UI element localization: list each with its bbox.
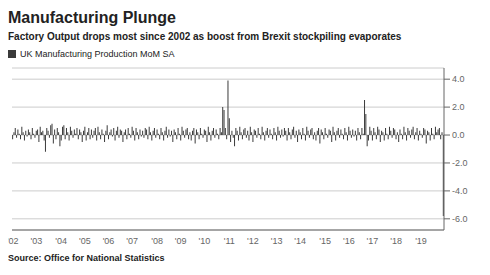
svg-text:'06: '06 — [103, 236, 115, 246]
svg-text:'13: '13 — [271, 236, 283, 246]
svg-text:'14: '14 — [294, 236, 306, 246]
svg-text:'02: '02 — [8, 236, 19, 246]
svg-text:'18: '18 — [390, 236, 402, 246]
svg-text:'10: '10 — [198, 236, 210, 246]
svg-text:'15: '15 — [319, 236, 331, 246]
svg-text:'12: '12 — [247, 236, 259, 246]
svg-text:'08: '08 — [151, 236, 163, 246]
html-text:Factory Output drops most sinc: Factory Output drops most since 2002 as … — [8, 31, 402, 42]
svg-text:'05: '05 — [79, 236, 91, 246]
html-text:Manufacturing Plunge: Manufacturing Plunge — [8, 9, 176, 26]
svg-text:'17: '17 — [367, 236, 379, 246]
svg-text:-4.0: -4.0 — [452, 186, 468, 196]
svg-text:'04: '04 — [55, 236, 67, 246]
svg-text:-2.0: -2.0 — [452, 158, 468, 168]
svg-text:4.0: 4.0 — [452, 74, 465, 84]
svg-text:'07: '07 — [126, 236, 138, 246]
svg-text:'16: '16 — [343, 236, 355, 246]
svg-text:-6.0: -6.0 — [452, 214, 468, 224]
svg-text:2.0: 2.0 — [452, 102, 465, 112]
svg-text:'11: '11 — [224, 236, 235, 246]
svg-text:0.0: 0.0 — [452, 130, 465, 140]
html-text:Source: Office for National St: Source: Office for National Statistics — [8, 253, 165, 263]
svg-text:'19: '19 — [415, 236, 427, 246]
svg-text:'03: '03 — [30, 236, 42, 246]
html-text:UK Manufacturing Production Mo: UK Manufacturing Production MoM SA — [20, 49, 175, 59]
svg-text:'09: '09 — [175, 236, 187, 246]
